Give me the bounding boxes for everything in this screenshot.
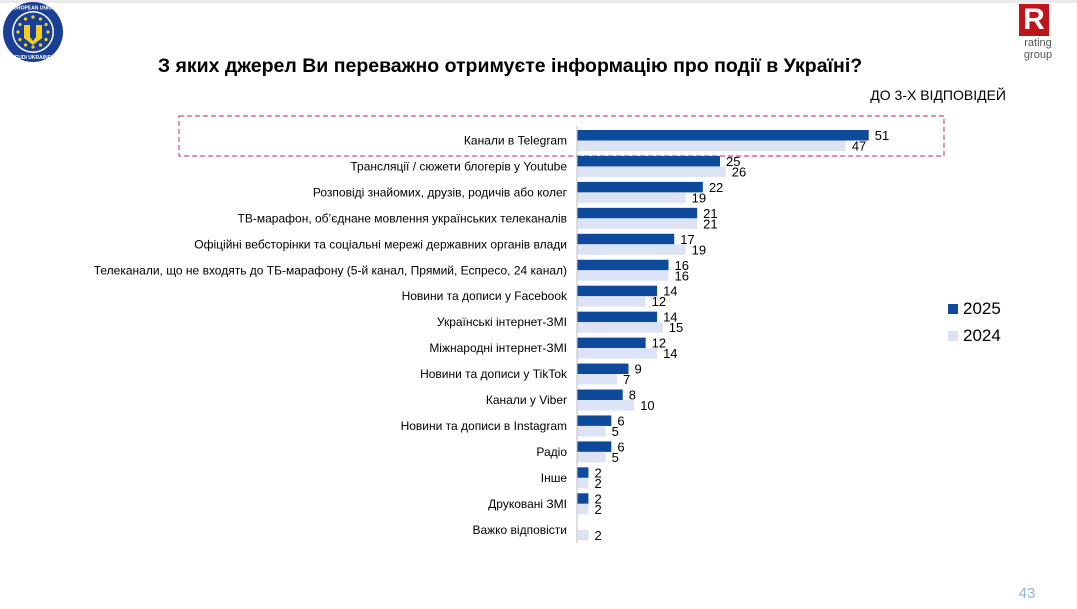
data-label-2024: 7 xyxy=(623,372,630,387)
category-label: Важко відповісти xyxy=(472,523,567,537)
data-label-2024: 10 xyxy=(640,398,654,413)
category-label: Українські інтернет-ЗМІ xyxy=(437,315,567,329)
data-label-2025: 2 xyxy=(594,465,601,480)
category-label: Новини та дописи в Instagram xyxy=(401,419,567,433)
highlight-box xyxy=(178,115,945,157)
bar-2025 xyxy=(577,441,612,452)
bar-2025 xyxy=(577,207,698,219)
bar-2025 xyxy=(577,363,629,375)
data-label-2024: 19 xyxy=(692,242,706,257)
bar-2024 xyxy=(577,451,606,463)
data-label-2024: 16 xyxy=(675,268,689,283)
data-label-2025: 2 xyxy=(594,491,601,506)
legend-swatch-2024 xyxy=(948,331,958,341)
rating-logo-text: rating group xyxy=(1014,37,1062,61)
category-label: Офіційні вебсторінки та соціальні мережі… xyxy=(194,237,567,251)
bar-2024 xyxy=(577,218,698,229)
legend-label-2025: 2025 xyxy=(963,299,1001,318)
data-label-2024: 26 xyxy=(732,164,746,179)
data-label-2024: 2 xyxy=(594,502,601,517)
category-label: Канали в Telegram xyxy=(464,134,567,148)
top-divider-line xyxy=(0,0,1077,3)
data-label-2025: 21 xyxy=(703,206,717,221)
page-number: 43 xyxy=(1018,585,1036,602)
eu-logo: EUROPEAN UNION EUDI UKRAINE xyxy=(2,1,64,63)
legend-label-2024: 2024 xyxy=(963,326,1001,345)
data-label-2024: 5 xyxy=(612,450,619,465)
category-label: Телеканали, що не входять до ТБ-марафону… xyxy=(94,263,567,277)
eu-logo-text-top: EUROPEAN UNION xyxy=(10,6,56,12)
bar-2025 xyxy=(577,493,589,504)
bar-2024 xyxy=(577,166,726,177)
bar-2025 xyxy=(577,181,703,193)
bar-2025 xyxy=(577,415,612,426)
eu-logo-text-bottom: EUDI UKRAINE xyxy=(15,55,52,61)
chart-title: З яких джерел Ви переважно отримуєте інф… xyxy=(157,55,863,77)
bar-2024 xyxy=(577,140,846,151)
data-label-2024: 14 xyxy=(663,346,677,361)
chart-subtitle: ДО 3-Х ВІДПОВІДЕЙ xyxy=(870,87,1006,103)
bar-2024 xyxy=(577,244,686,255)
bar-2024 xyxy=(577,400,635,411)
data-label-2024: 15 xyxy=(669,320,683,335)
bar-2024 xyxy=(577,374,618,385)
category-label: ТВ-марафон, об’єднане мовлення українськ… xyxy=(238,211,567,225)
data-label-2025: 17 xyxy=(680,232,694,247)
bar-2024 xyxy=(577,477,589,489)
category-label: Міжнародні інтернет-ЗМІ xyxy=(429,341,567,355)
bar-2024 xyxy=(577,529,589,541)
rating-logo-line2: group xyxy=(1023,49,1053,61)
bar-2025 xyxy=(577,259,669,271)
data-label-2025: 14 xyxy=(663,310,677,325)
bar-2025 xyxy=(577,337,646,349)
rating-logo-line1: rating xyxy=(1024,37,1052,49)
bar-2025 xyxy=(577,155,720,167)
data-label-2025: 6 xyxy=(617,439,624,454)
data-label-2024: 2 xyxy=(594,476,601,491)
rating-group-logo: R rating group xyxy=(1014,4,1062,62)
category-label: Друковані ЗМІ xyxy=(488,497,567,511)
bar-2025 xyxy=(577,233,675,245)
bar-2025 xyxy=(577,285,658,297)
bar-2024 xyxy=(577,503,589,515)
bar-2025 xyxy=(577,389,623,400)
bar-2025 xyxy=(577,467,589,478)
data-label-2025: 8 xyxy=(629,388,636,403)
bar-2024 xyxy=(577,192,686,203)
data-label-2024: 47 xyxy=(852,139,866,154)
data-label-2025: 51 xyxy=(875,128,889,143)
legend-swatch-2025 xyxy=(948,304,958,314)
data-label-2025: 12 xyxy=(652,336,666,351)
data-label-2024: 5 xyxy=(612,424,619,439)
category-label: Трансляції / сюжети блогерів у Youtube xyxy=(350,159,567,173)
data-label-2024: 2 xyxy=(594,528,601,543)
category-label: Канали у Viber xyxy=(486,393,567,407)
rating-logo-letter: R xyxy=(1019,4,1049,36)
bar-2024 xyxy=(577,270,669,281)
category-label: Радіо xyxy=(536,445,567,459)
bar-2024 xyxy=(577,322,663,333)
category-label: Новини та дописи у TikTok xyxy=(420,367,568,381)
data-label-2025: 14 xyxy=(663,284,677,299)
category-label: Інше xyxy=(541,471,568,485)
data-label-2025: 9 xyxy=(634,362,641,377)
data-label-2025: 22 xyxy=(709,180,723,195)
bar-2025 xyxy=(577,311,658,323)
data-label-2024: 21 xyxy=(703,216,717,231)
category-label: Розповіді знайомих, друзів, родичів або … xyxy=(313,185,568,199)
data-label-2025: 6 xyxy=(617,413,624,428)
category-label: Новини та дописи у Facebook xyxy=(402,289,568,303)
bar-2024 xyxy=(577,348,658,359)
data-label-2025: 25 xyxy=(726,154,740,169)
data-label-2024: 12 xyxy=(652,294,666,309)
data-label-2025: 16 xyxy=(675,258,689,273)
bar-2024 xyxy=(577,425,606,437)
bar-2025 xyxy=(577,130,869,141)
data-label-2024: 19 xyxy=(692,190,706,205)
bar-2024 xyxy=(577,296,646,307)
